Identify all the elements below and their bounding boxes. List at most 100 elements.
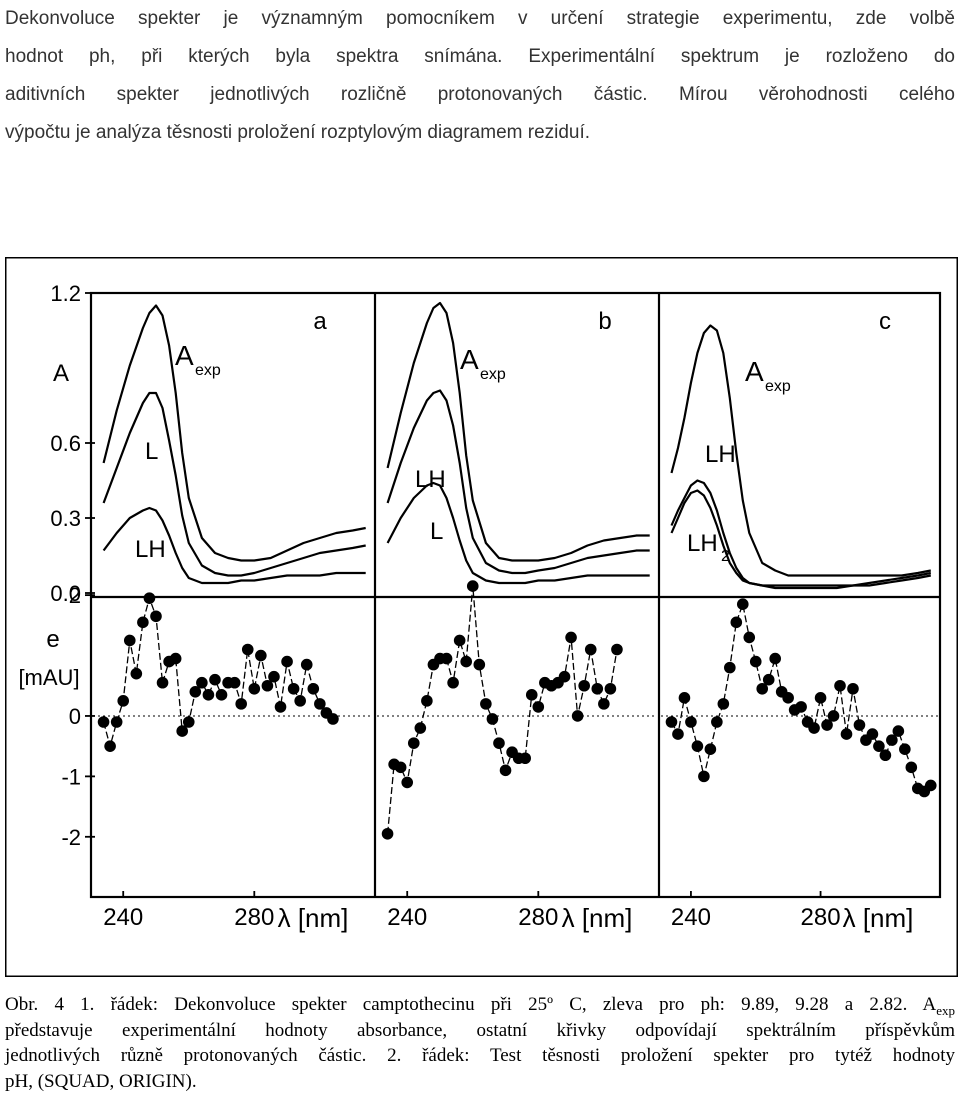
residual-point — [228, 676, 241, 689]
residual-point — [241, 643, 254, 656]
residual-point — [532, 701, 545, 713]
residual-point — [414, 722, 427, 734]
series-label-Aexp: A — [745, 356, 764, 387]
residual-point — [189, 685, 202, 698]
residual-point — [381, 827, 394, 840]
x-tick-label: 240 — [387, 904, 427, 931]
spectrum-line-L — [102, 391, 366, 577]
residual-point — [407, 737, 420, 749]
residual-point — [866, 728, 879, 740]
x-axis-label: λ [nm] — [278, 903, 349, 933]
residual-point — [473, 658, 486, 671]
y-tick-label: 0.0 — [50, 581, 81, 606]
residual-point — [156, 676, 169, 689]
series-label-LH: LH — [705, 441, 736, 468]
residual-point — [307, 682, 320, 695]
residual-point — [698, 770, 710, 783]
residual-point — [281, 655, 293, 668]
residual-point — [268, 670, 280, 683]
residual-point — [730, 616, 743, 629]
residual-point — [598, 698, 610, 710]
series-label-Aexp: A — [460, 344, 479, 375]
residual-point — [300, 658, 313, 671]
panel-letter-c: c — [879, 308, 891, 335]
residual-point — [110, 716, 123, 728]
caption-line: jednotlivých různě protonovaných částic.… — [5, 1045, 955, 1066]
series-label-Aexp: A — [175, 340, 194, 371]
residual-point — [821, 719, 833, 731]
residual-point — [104, 740, 116, 752]
residual-panel-a: 240 280 λ [nm] — [93, 592, 373, 933]
residual-panel-c: 240 280 λ [nm] — [661, 598, 938, 933]
residual-point — [724, 661, 736, 674]
residual-point — [453, 634, 466, 647]
series-label-subscript: exp — [195, 362, 221, 379]
residual-point — [261, 679, 274, 692]
residual-point — [182, 716, 195, 728]
residual-point — [717, 698, 730, 710]
caption-line: pH, (SQUAD, ORIGIN). — [5, 1070, 197, 1092]
residual-point — [196, 676, 208, 689]
residual-point — [736, 598, 749, 610]
residual-point — [97, 716, 110, 728]
y-tick-label: 0.3 — [50, 506, 81, 531]
figure-caption: Obr. 4 1. řádek: Dekonvoluce spekter cam… — [5, 992, 955, 1094]
y-axis-label-bottom: e — [46, 626, 59, 653]
spectrum-line-LH — [386, 389, 650, 575]
residual-point — [795, 701, 807, 713]
residual-point — [899, 743, 911, 755]
residual-point — [493, 737, 505, 749]
residual-point — [814, 692, 827, 704]
residual-point — [486, 713, 499, 725]
residual-point — [924, 779, 937, 792]
residual-point — [558, 670, 571, 683]
residual-point — [447, 676, 459, 689]
spectrum-line-Aexp — [670, 324, 932, 577]
residual-point — [879, 749, 892, 762]
residual-point — [519, 752, 531, 765]
residual-point — [143, 592, 156, 604]
residual-point — [808, 722, 820, 734]
residual-point — [591, 682, 604, 695]
residual-point — [611, 643, 623, 656]
series-label-subscript: exp — [765, 378, 791, 395]
residual-point — [604, 682, 617, 695]
y-tick-label: -2 — [61, 825, 81, 850]
residual-panel-b: 240 280 λ [nm] — [377, 580, 657, 933]
residual-point — [274, 701, 287, 713]
series-label-subscript: 2 — [721, 548, 730, 565]
residual-point — [584, 643, 597, 656]
residual-point — [248, 682, 261, 695]
residual-point — [743, 631, 756, 644]
residual-point — [665, 716, 678, 728]
caption-line: Obr. 4 1. řádek: Dekonvoluce spekter cam… — [5, 992, 955, 1018]
residual-point — [672, 728, 684, 740]
spectra-figure: a b c 1.2 0.6 0.3 0.0 A 2 0 -1 -2 e [mAU] A exp L LH A exp L… — [5, 257, 958, 977]
y-tick-label: -1 — [61, 764, 81, 789]
series-label-LH: LH — [135, 536, 166, 563]
residual-point — [691, 740, 704, 752]
residual-point — [525, 689, 538, 701]
residual-point — [704, 743, 717, 755]
residual-point — [314, 698, 326, 710]
series-label-L: L — [145, 438, 158, 465]
residual-point — [678, 692, 691, 704]
residual-point — [873, 740, 885, 752]
residual-point — [440, 652, 453, 665]
residual-point — [782, 692, 794, 704]
figure-frame — [5, 257, 958, 977]
residual-point — [460, 655, 473, 668]
paragraph-line: Dekonvoluce spekter je významným pomocní… — [5, 8, 955, 29]
residual-point — [235, 698, 247, 710]
residual-point — [215, 689, 228, 701]
residual-point — [762, 673, 775, 686]
spectrum-line-LH — [102, 506, 366, 585]
residual-point — [571, 710, 584, 722]
residual-point — [905, 761, 918, 774]
paragraph-line: aditivních spekter jednotlivých rozličně… — [5, 84, 955, 105]
residual-point — [756, 682, 769, 695]
x-tick-label: 240 — [671, 904, 711, 931]
residual-point — [749, 655, 762, 668]
